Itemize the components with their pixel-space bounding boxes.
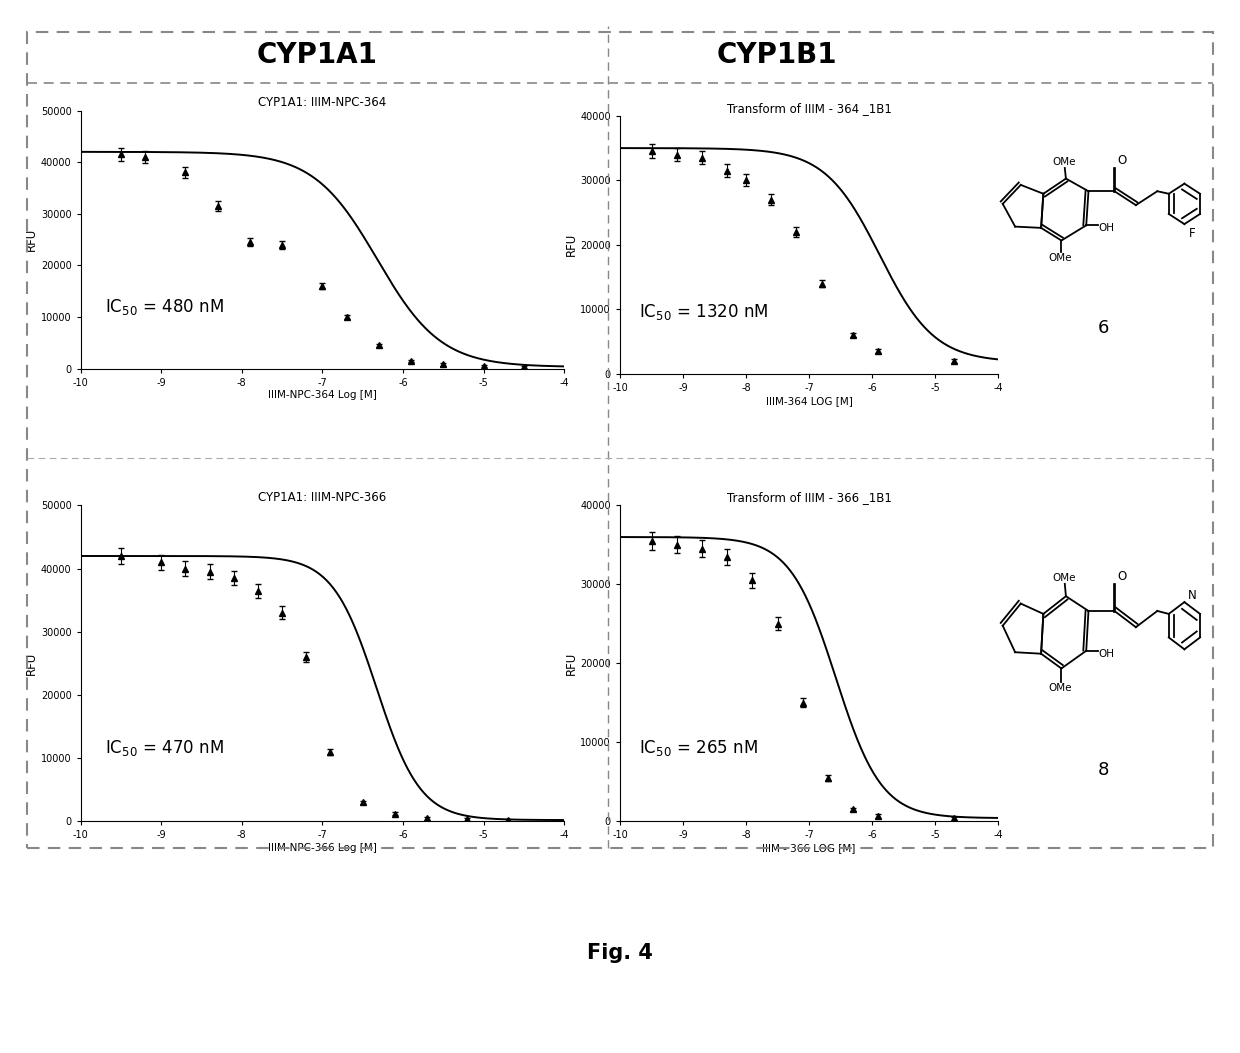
Text: IC$_{50}$ = 265 nM: IC$_{50}$ = 265 nM (639, 738, 758, 758)
Text: OMe: OMe (1049, 253, 1073, 263)
Text: OMe: OMe (1049, 683, 1073, 693)
Text: IC$_{50}$ = 470 nM: IC$_{50}$ = 470 nM (104, 738, 223, 758)
Y-axis label: RFU: RFU (25, 652, 38, 675)
Text: N: N (1188, 589, 1197, 601)
Text: Fig. 4: Fig. 4 (587, 943, 653, 962)
X-axis label: IIIM-NPC-364 Log [M]: IIIM-NPC-364 Log [M] (268, 391, 377, 400)
Y-axis label: RFU: RFU (564, 233, 578, 257)
Title: Transform of IIIM - 364 _1B1: Transform of IIIM - 364 _1B1 (727, 102, 892, 115)
Text: IC$_{50}$ = 480 nM: IC$_{50}$ = 480 nM (104, 297, 223, 317)
Title: Transform of IIIM - 366 _1B1: Transform of IIIM - 366 _1B1 (727, 492, 892, 504)
Text: O: O (1117, 570, 1126, 583)
X-axis label: IIIM - 366 LOG [M]: IIIM - 366 LOG [M] (763, 843, 856, 853)
Text: O: O (1117, 154, 1126, 167)
Text: CYP1B1: CYP1B1 (717, 41, 837, 69)
Text: IC$_{50}$ = 1320 nM: IC$_{50}$ = 1320 nM (639, 302, 769, 322)
Text: 6: 6 (1097, 319, 1109, 337)
Text: 8: 8 (1097, 761, 1109, 779)
Text: OMe: OMe (1052, 157, 1075, 167)
Y-axis label: RFU: RFU (564, 652, 578, 675)
Text: CYP1A1: CYP1A1 (257, 41, 378, 69)
X-axis label: IIIM-NPC-366 Log [M]: IIIM-NPC-366 Log [M] (268, 843, 377, 853)
X-axis label: IIIM-364 LOG [M]: IIIM-364 LOG [M] (765, 396, 853, 405)
Text: OMe: OMe (1052, 573, 1075, 583)
Text: F: F (1188, 226, 1195, 240)
Title: CYP1A1: IIIM-NPC-364: CYP1A1: IIIM-NPC-364 (258, 97, 387, 110)
Text: OH: OH (1099, 649, 1115, 659)
Y-axis label: RFU: RFU (25, 227, 38, 252)
Title: CYP1A1: IIIM-NPC-366: CYP1A1: IIIM-NPC-366 (258, 492, 387, 504)
Text: OH: OH (1099, 223, 1115, 233)
